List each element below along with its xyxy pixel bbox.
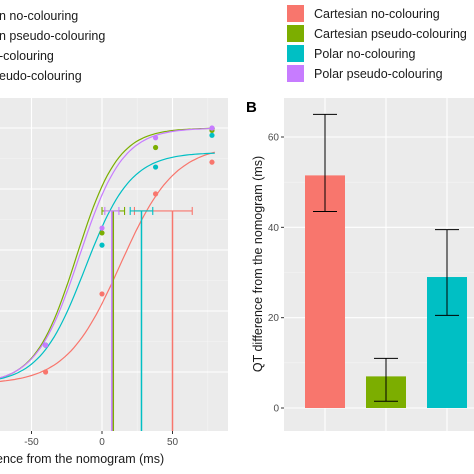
panel-b-y-tick-label-3: 60 xyxy=(268,133,280,144)
panel-b-y-tick-label-1: 20 xyxy=(268,313,280,324)
panel-a-curve-3 xyxy=(0,127,215,379)
panel-a-point-2-3 xyxy=(209,132,215,138)
panel-a-point-1-1 xyxy=(99,230,105,236)
panel-a-x-tick-label-2: 50 xyxy=(167,437,179,448)
panel-a-curve-2 xyxy=(0,152,215,380)
panel-a-x-axis-title: ence from the nomogram (ms) xyxy=(0,452,164,466)
legend-swatch-1 xyxy=(287,25,304,42)
legend-swatch-3 xyxy=(287,65,304,82)
panel-b-bar-0 xyxy=(305,175,345,408)
panel-b-y-axis-title: QT difference from the nomogram (ms) xyxy=(251,156,265,372)
panel-a-point-0-0 xyxy=(43,369,49,375)
panel-a-threshold-lines xyxy=(111,210,174,431)
panel-a-x-tick-label-0: -50 xyxy=(24,437,39,448)
legend-left: n no-colouring n pseudo-colouring -colouri… xyxy=(0,9,105,83)
legend-left-label-2: -colouring xyxy=(0,49,54,63)
legend-label-2: Polar no-colouring xyxy=(314,47,415,61)
panel-b-label: B xyxy=(246,99,257,116)
legend-left-label-3: eudo-colouring xyxy=(0,69,82,83)
panel-a-point-0-2 xyxy=(152,191,159,197)
legend-label-3: Polar pseudo-colouring xyxy=(314,67,443,81)
panel-b: B 0 20 40 60 QT difference from the nomogra… xyxy=(246,98,474,431)
panel-a-point-3-3 xyxy=(209,125,215,131)
legend-label-1: Cartesian pseudo-colouring xyxy=(314,27,467,41)
panel-a-errorbars xyxy=(101,206,193,215)
panel-a-point-3-1 xyxy=(99,225,105,231)
panel-b-errorbars xyxy=(313,113,459,402)
legend-swatch-0 xyxy=(287,5,304,22)
panel-b-y-ticks: 0 20 40 60 xyxy=(268,133,284,415)
panel-a-point-1-2 xyxy=(152,144,159,151)
panel-a-point-3-2 xyxy=(152,135,159,141)
panel-a-point-2-1 xyxy=(99,242,105,248)
panel-a-points xyxy=(43,125,215,375)
panel-a-point-2-2 xyxy=(152,164,159,170)
panel-a-curve-0 xyxy=(0,151,215,383)
legend-label-0: Cartesian no-colouring xyxy=(314,7,440,21)
legend-left-label-0: n no-colouring xyxy=(0,9,78,23)
legend-right: Cartesian no-colouring Cartesian pseudo-c… xyxy=(287,5,467,82)
panel-a-curves xyxy=(0,127,215,383)
panel-b-y-tick-label-0: 0 xyxy=(273,404,279,415)
legend-swatch-2 xyxy=(287,45,304,62)
panel-b-y-tick-label-2: 40 xyxy=(268,223,280,234)
panel-b-bars xyxy=(305,175,467,408)
panel-a-point-3-0 xyxy=(43,342,49,348)
panel-a: -50 0 50 ence from the nomogram (ms) xyxy=(0,98,228,466)
legend-left-label-1: n pseudo-colouring xyxy=(0,29,105,43)
panel-a-point-0-3 xyxy=(209,159,215,165)
panel-a-x-ticks: -50 0 50 xyxy=(24,431,178,448)
panel-a-x-tick-label-1: 0 xyxy=(99,437,105,448)
panel-a-point-0-1 xyxy=(99,291,105,297)
